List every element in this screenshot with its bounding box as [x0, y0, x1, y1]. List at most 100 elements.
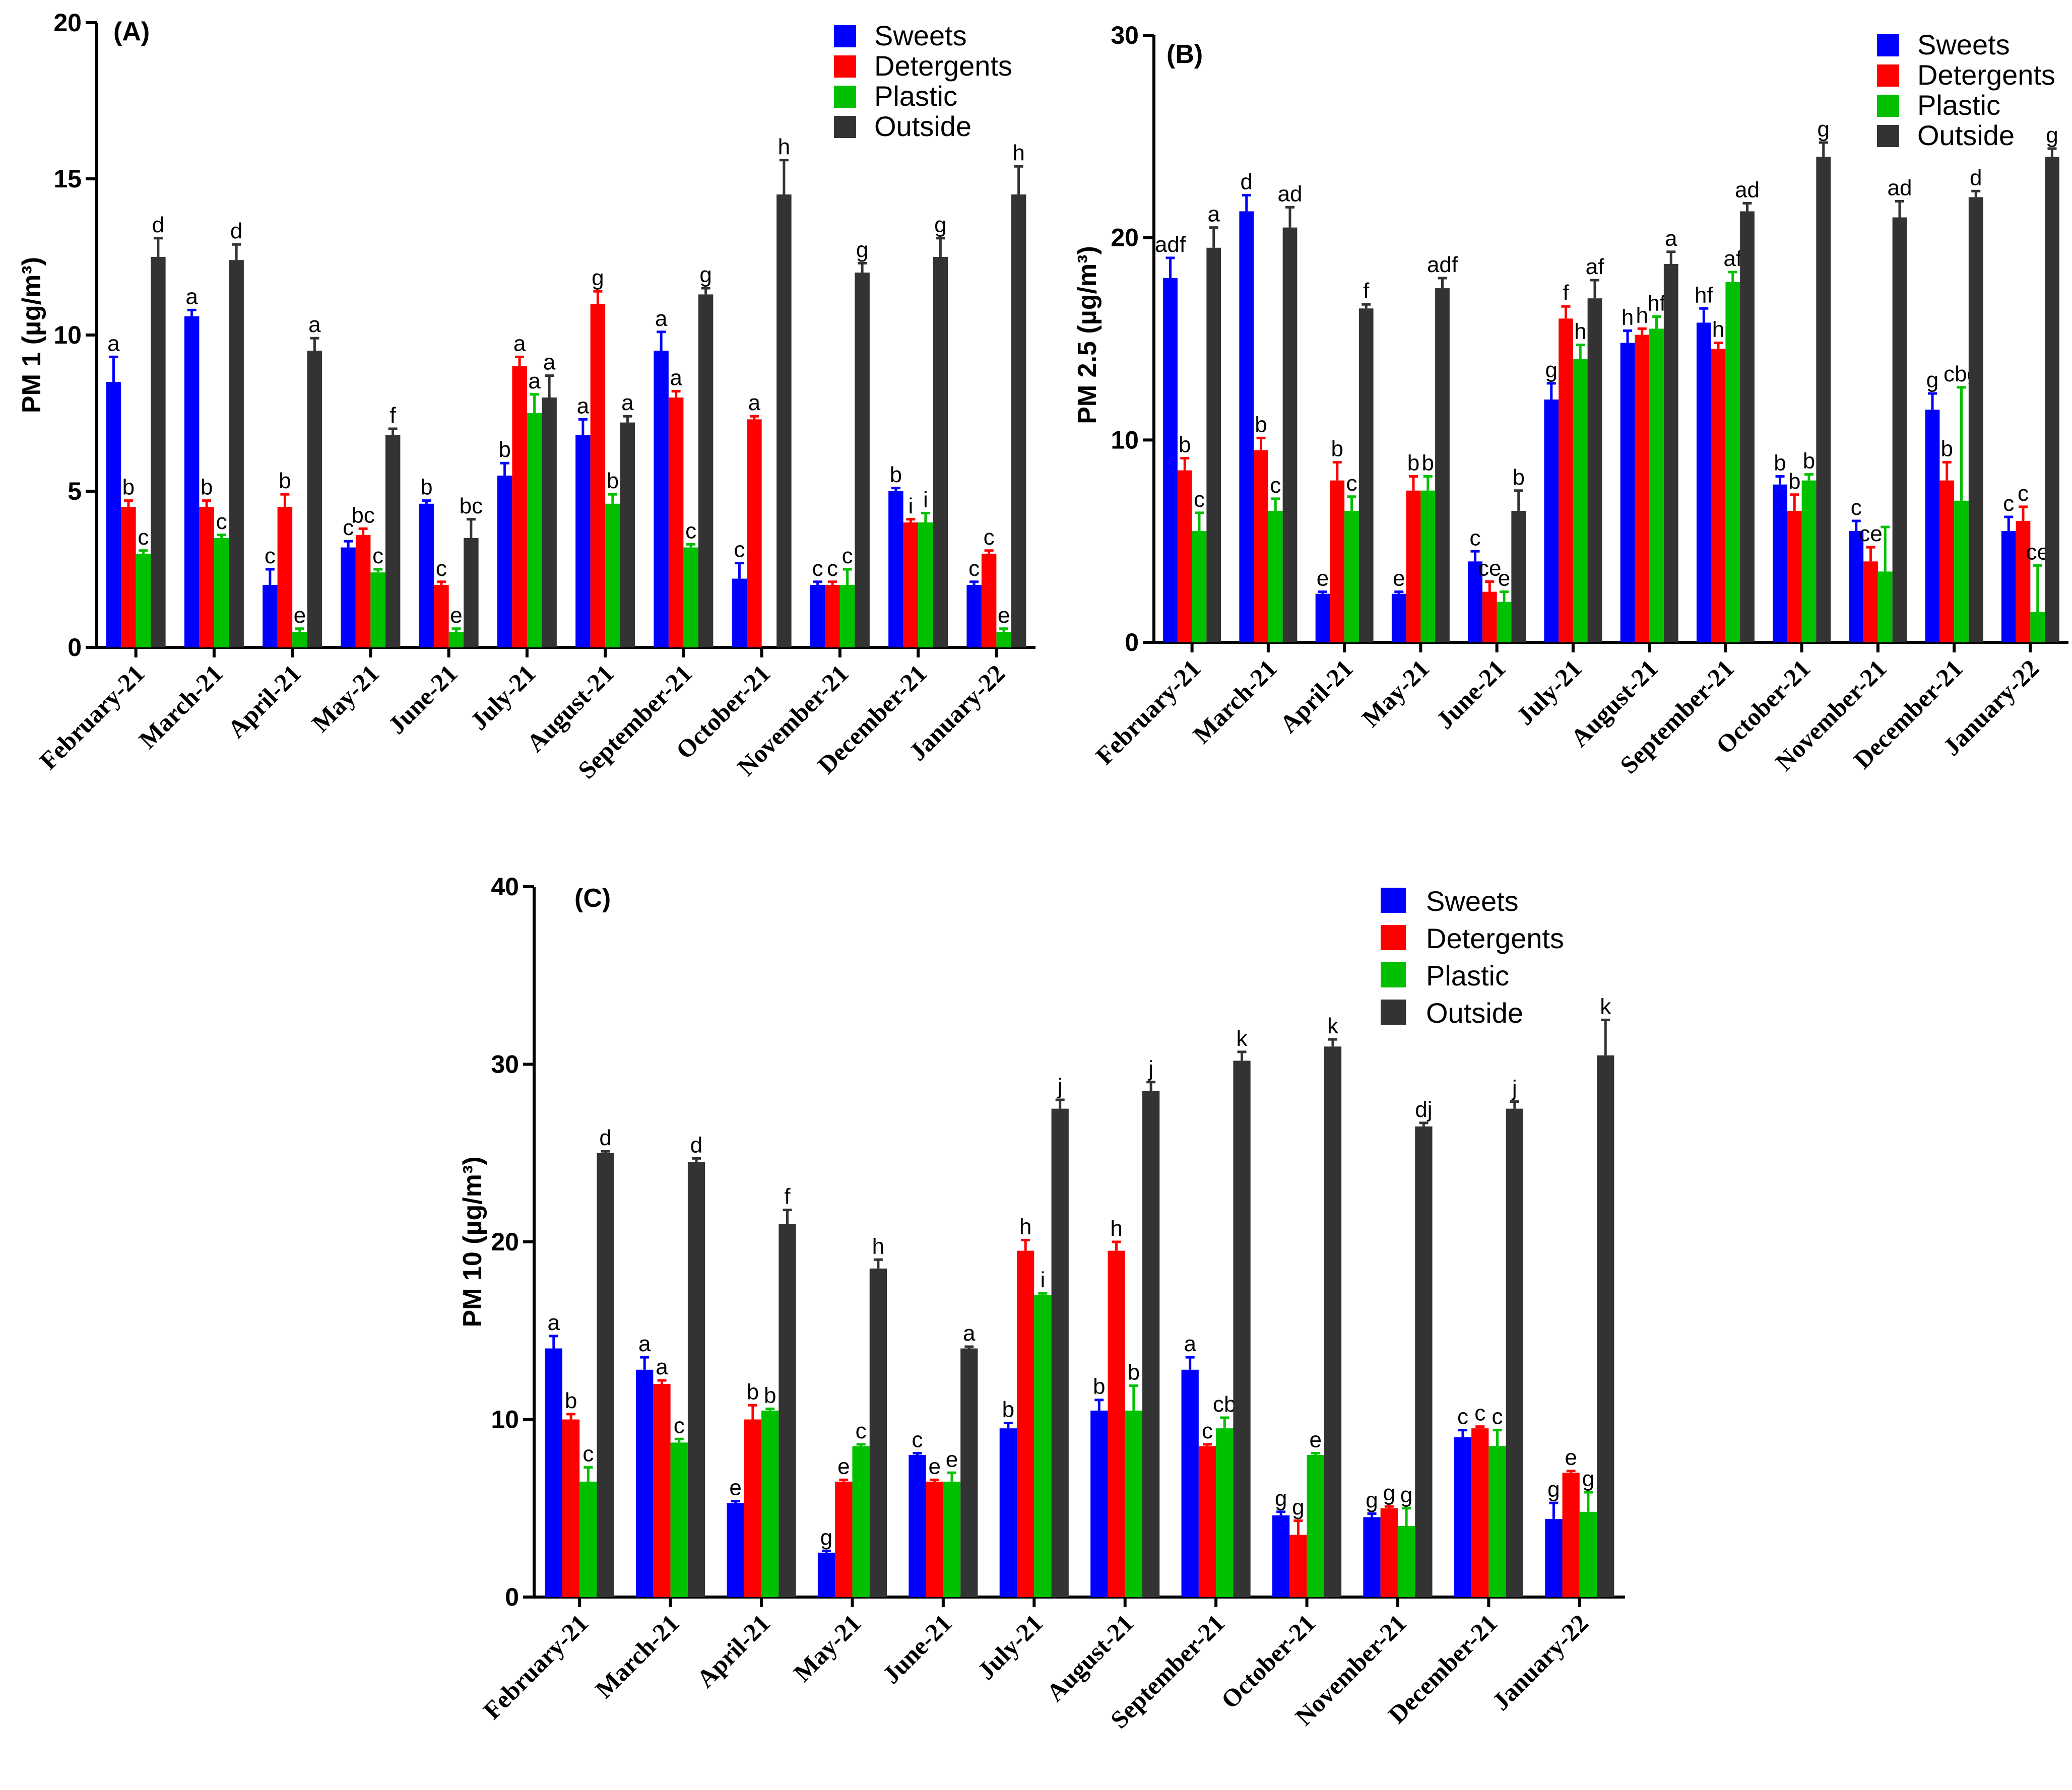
p2-x-tick-label: March-21 [590, 1609, 684, 1703]
p0-bar-plastic [996, 632, 1011, 647]
p1-significance-label: g [2046, 123, 2058, 148]
p0-significance-label: c [984, 525, 995, 550]
p2-bar-detergents [1471, 1428, 1489, 1597]
p2-bar-sweets [1272, 1515, 1290, 1597]
p0-bar-sweets [654, 351, 669, 647]
p2-significance-label: a [656, 1355, 668, 1379]
p2-bar-outside [869, 1268, 887, 1597]
p1-legend-swatch-plastic [1877, 95, 1899, 117]
p0-x-tick-label: February-21 [34, 659, 150, 775]
p2-bar-plastic [1216, 1428, 1234, 1597]
panel-a-label: (A) [113, 17, 150, 46]
p1-bar-sweets [1391, 593, 1406, 642]
p0-bar-outside [229, 260, 244, 647]
p1-significance-label: ad [1735, 177, 1760, 202]
p2-bar-outside [597, 1153, 614, 1597]
p2-significance-label: g [820, 1525, 832, 1550]
p0-bar-outside [1011, 194, 1026, 647]
p2-bar-sweets [1363, 1517, 1381, 1597]
p1-bar-sweets [1468, 561, 1482, 642]
p0-significance-label: a [655, 306, 668, 331]
p2-significance-label: g [1366, 1488, 1378, 1512]
p1-legend-swatch-detergents [1877, 64, 1899, 87]
p2-significance-label: k [1237, 1026, 1248, 1051]
p1-bar-detergents [1711, 349, 1726, 642]
p0-y-tick-label: 0 [68, 633, 82, 661]
p1-bar-sweets [2001, 531, 2016, 642]
p0-significance-label: c [685, 518, 696, 543]
p2-bar-detergents [1380, 1508, 1398, 1597]
p1-y-tick-label: 30 [1111, 21, 1139, 49]
p0-legend-label-detergents: Detergents [874, 50, 1012, 82]
p2-significance-label: b [1128, 1360, 1140, 1385]
p2-bar-outside [1506, 1108, 1523, 1597]
p0-bar-detergents [825, 585, 840, 647]
p2-significance-label: b [565, 1388, 577, 1413]
p2-legend-label-plastic: Plastic [1426, 960, 1509, 991]
p1-significance-label: b [1255, 412, 1267, 437]
p0-bar-outside [151, 257, 166, 647]
p1-significance-label: adf [1427, 252, 1458, 277]
p2-bar-detergents [1562, 1473, 1580, 1597]
p2-bar-sweets [727, 1503, 744, 1597]
p0-significance-label: b [498, 437, 510, 462]
p2-y-tick-label: 40 [491, 873, 519, 901]
p0-significance-label: a [528, 369, 541, 393]
p1-bar-outside [1587, 298, 1602, 642]
p1-significance-label: c [2018, 481, 2029, 506]
p2-bar-plastic [943, 1481, 961, 1597]
p0-significance-label: c [842, 544, 853, 568]
p0-bar-detergents [355, 535, 371, 647]
p2-significance-label: b [1093, 1374, 1105, 1399]
p2-x-tick-label: April-21 [691, 1609, 775, 1693]
p0-bar-plastic [214, 538, 229, 647]
p1-bar-outside [1511, 510, 1526, 642]
p2-significance-label: a [1184, 1332, 1196, 1356]
p0-significance-label: e [998, 603, 1010, 628]
p0-bar-plastic [839, 585, 855, 647]
p1-significance-label: af [1723, 246, 1742, 271]
p2-legend-label-sweets: Sweets [1426, 885, 1519, 917]
p0-significance-label: b [122, 475, 135, 500]
p1-bar-outside [1282, 227, 1298, 642]
p2-significance-label: c [1474, 1401, 1485, 1426]
panel-b-y-axis-title: PM 2.5 (µg/m³) [1073, 246, 1102, 424]
p0-significance-label: a [308, 312, 321, 337]
p2-significance-label: a [963, 1321, 976, 1346]
p1-significance-label: c [1270, 473, 1281, 498]
p2-bar-sweets [909, 1455, 926, 1597]
p0-bar-sweets [263, 585, 278, 647]
panel-c-y-axis-title: PM 10 (µg/m³) [458, 1156, 487, 1327]
p2-legend-label-outside: Outside [1426, 997, 1523, 1029]
p0-significance-label: e [294, 603, 306, 628]
p2-legend-swatch-outside [1381, 1000, 1406, 1025]
p0-significance-label: a [513, 331, 526, 356]
p2-bar-sweets [636, 1369, 654, 1597]
p0-bar-detergents [903, 522, 919, 647]
p0-bar-outside [385, 435, 401, 647]
p0-significance-label: c [734, 538, 745, 562]
p1-bar-plastic [1877, 571, 1893, 642]
p1-bar-detergents [2016, 521, 2031, 642]
p2-bar-sweets [1545, 1518, 1563, 1597]
panel-a-y-axis-title: PM 1 (µg/m³) [17, 257, 46, 413]
p0-significance-label: a [543, 350, 556, 375]
p1-bar-sweets [1163, 278, 1178, 642]
p2-bar-sweets [1454, 1437, 1472, 1597]
p2-bar-sweets [1090, 1410, 1108, 1597]
p1-bar-detergents [1254, 450, 1268, 642]
p2-bar-detergents [1108, 1250, 1125, 1597]
p2-significance-label: c [856, 1419, 867, 1443]
p2-bar-outside [1142, 1091, 1160, 1597]
p1-significance-label: f [1363, 279, 1370, 303]
p0-x-tick-label: June-21 [382, 659, 463, 739]
p1-significance-label: e [1317, 566, 1329, 591]
p0-significance-label: b [607, 469, 619, 493]
p1-bar-outside [1740, 211, 1755, 642]
p0-significance-label: a [107, 331, 120, 356]
p2-y-tick-label: 10 [491, 1406, 519, 1434]
p1-bar-outside [1663, 263, 1678, 642]
p0-bar-sweets [419, 503, 434, 647]
p0-y-tick-label: 10 [53, 321, 82, 349]
